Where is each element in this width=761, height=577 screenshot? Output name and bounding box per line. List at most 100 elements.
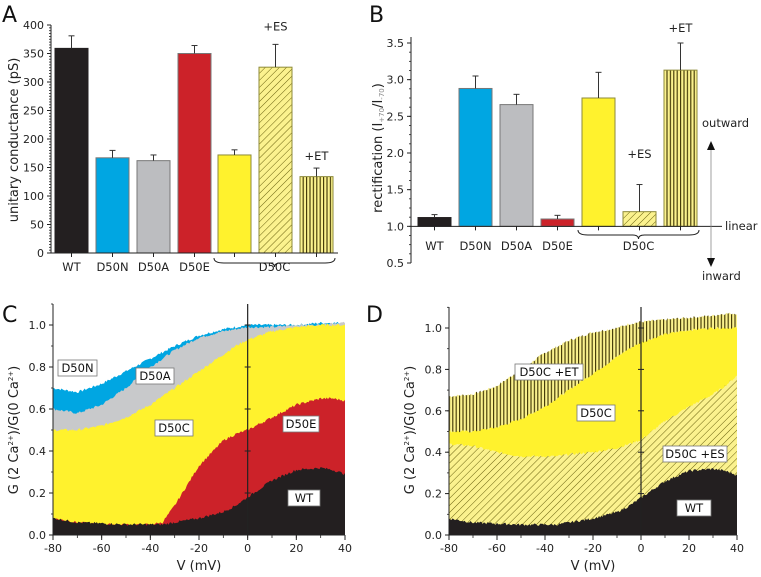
arrow-down-icon [707,258,715,267]
series-label-d50e: D50E [286,417,317,431]
annotation-es: +ES [627,147,651,161]
bar-d50c-et [299,176,334,254]
y-axis-title-part: /I [371,100,386,108]
bar-d50c-es [622,211,657,227]
y-tick-label: 0.4 [425,446,443,459]
y-tick-label: 0 [37,247,44,260]
bar-d50e [540,218,575,227]
bar-wt [417,217,452,227]
x-tick-label: 0 [244,542,251,555]
y-tick-label: 0.2 [29,487,47,500]
y-tick-label: 200 [23,133,44,146]
bar-d50a [136,160,171,254]
x-tick-label: 40 [730,542,744,555]
y-tick-label: 0.0 [29,529,47,542]
y-axis-title-part: ) [7,366,22,371]
panel-b-bar-chart: 0.5 1.0 1.5 2.0 2.5 3.0 3.5 WT D50N D50A D50E D50C +… [371,21,758,283]
y-tick-label: 0.5 [387,257,405,270]
area-wt [449,468,737,535]
y-axis-title-superscript: 2+ [7,371,15,381]
bar-d50n [95,157,130,254]
panel-letter-b: B [369,3,384,28]
group-label: D50C [623,239,655,253]
category-label: D50E [179,260,210,274]
y-tick-label: 2.5 [387,110,405,123]
panel-letter-d: D [366,303,383,328]
y-tick-label: 1.0 [29,319,47,332]
y-tick-label: 50 [30,219,44,232]
bar-d50a [499,104,534,227]
panel-a-bar-chart: 0 50 100 150 200 250 300 350 400 WT D50N D50A D50E D5… [7,19,338,274]
bar-d50c [581,97,616,227]
area-wt [53,467,345,535]
y-axis-title-superscript: 2+ [7,435,15,445]
x-tick-label: 0 [638,542,645,555]
series-label-d50c-et: D50C +ET [519,365,579,379]
series-label-d50n: D50N [61,361,93,375]
series-label-d50c: D50C [580,406,612,420]
category-label: D50E [542,239,573,253]
y-tick-label: 0.4 [29,445,47,458]
group-brace [213,257,336,268]
y-axis-title: rectification (I+70/I-70) [371,83,386,213]
series-label-d50a: D50A [139,369,170,383]
y-tick-label: 1.0 [425,322,443,335]
label-box [576,404,616,422]
panel-d-area-chart: 0.0 0.2 0.4 0.6 0.8 1.0 -80 -60 -40 -20 0 20 40 V (mV… [403,306,744,574]
y-axis-title-part: G (2 Ca [403,446,418,495]
x-tick-label: -60 [93,542,111,555]
y-axis-title: G (2 Ca2+)/G(0 Ca2+) [403,366,418,495]
series-label-d50c-es: D50C +ES [665,447,724,461]
bar-d50c-es [258,66,293,254]
y-tick-label: 150 [23,162,44,175]
y-axis-title-part: )/G(0 Ca [403,381,418,435]
label-box [135,367,175,385]
arrow-up-icon [707,141,715,150]
bar-d50c-et [663,69,698,227]
y-tick-label: 0.6 [29,403,47,416]
category-label: WT [62,260,81,274]
y-tick-label: 1.5 [387,184,405,197]
panel-letter-a: A [2,3,17,28]
series-label-wt: WT [295,491,314,505]
y-axis-title-subscript: +70 [378,108,386,123]
y-tick-label: 400 [23,19,44,32]
group-label: D50C [259,260,291,274]
panel-letter-c: C [2,303,17,328]
y-axis-title-part: rectification (I [371,123,386,213]
x-tick-label: -20 [190,542,208,555]
y-tick-label: 100 [23,190,44,203]
y-tick-label: 0.6 [425,405,443,418]
x-axis-title: V (mV) [571,559,616,574]
label-outward: outward [702,116,749,130]
label-box [282,415,320,433]
x-tick-label: -40 [141,542,159,555]
label-box [514,363,584,381]
label-inward: inward [702,269,741,283]
label-linear: linear [725,219,758,233]
x-tick-label: 20 [289,542,303,555]
series-label-d50c: D50C [158,421,190,435]
y-tick-label: 3.0 [387,74,405,87]
y-axis-title-superscript: 2+ [403,435,411,445]
x-tick-label: -40 [536,542,554,555]
label-box [676,499,712,517]
annotation-et: +ET [669,21,694,35]
category-label: D50A [138,260,169,274]
annotation-es: +ES [263,19,287,33]
x-tick-label: 40 [338,542,352,555]
y-tick-label: 0.0 [425,529,443,542]
label-box [662,445,728,463]
y-tick-label: 0.8 [425,363,443,376]
category-label: WT [425,239,444,253]
category-label: D50N [96,260,128,274]
bar-d50c [217,154,252,254]
x-tick-label: 20 [682,542,696,555]
label-box [154,419,194,437]
category-label: D50A [501,239,532,253]
y-axis-title-part: G (2 Ca [7,446,22,495]
y-axis-title-part: ) [371,83,386,88]
y-tick-label: 350 [23,48,44,61]
y-axis-title: G (2 Ca2+)/G(0 Ca2+) [7,366,22,495]
